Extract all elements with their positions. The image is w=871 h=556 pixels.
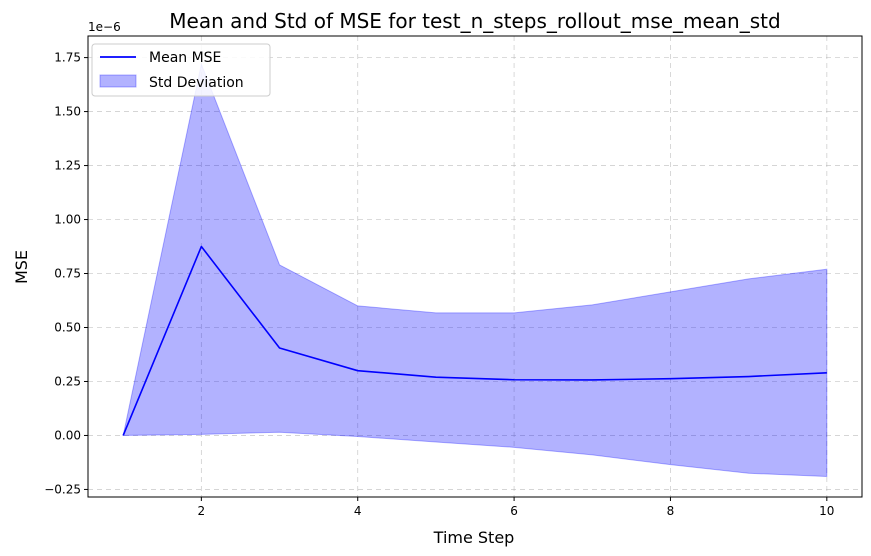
- legend-std-swatch: [99, 74, 137, 88]
- x-tick-label: 6: [510, 504, 518, 518]
- y-tick-label: 0.75: [54, 267, 81, 281]
- chart-title: Mean and Std of MSE for test_n_steps_rol…: [169, 9, 780, 33]
- mean-mse-line: [122, 245, 827, 436]
- legend-mean-label: Mean MSE: [149, 50, 221, 66]
- y-tick-label: 0.25: [54, 374, 81, 388]
- x-tick-label: 2: [198, 504, 206, 518]
- x-tick-label: 8: [667, 504, 675, 518]
- y-axis-label: MSE: [12, 250, 31, 284]
- legend: Mean MSE Std Deviation: [91, 43, 271, 97]
- y-offset-text: 1e−6: [88, 20, 121, 34]
- y-tick-label: −0.25: [44, 482, 81, 496]
- legend-std-label: Std Deviation: [149, 75, 244, 91]
- mean-line-layer: [122, 245, 827, 436]
- legend-box: [91, 43, 271, 97]
- y-tick-label: 0.50: [54, 320, 81, 334]
- y-tick-label: 1.25: [54, 159, 81, 173]
- y-tick-label: 1.75: [54, 51, 81, 65]
- plot-frame: [87, 35, 863, 498]
- x-axis: 2 4 6 8 10: [198, 497, 834, 518]
- y-tick-label: 1.50: [54, 105, 81, 119]
- x-tick-label: 4: [354, 504, 362, 518]
- y-tick-label: 1.00: [54, 213, 81, 227]
- x-axis-label: Time Step: [433, 528, 515, 547]
- y-axis: −0.25 0.00 0.25 0.50 0.75 1.00 1.25 1.50 1.75: [44, 51, 88, 496]
- y-tick-label: 0.00: [54, 428, 81, 442]
- x-tick-label: 10: [819, 504, 834, 518]
